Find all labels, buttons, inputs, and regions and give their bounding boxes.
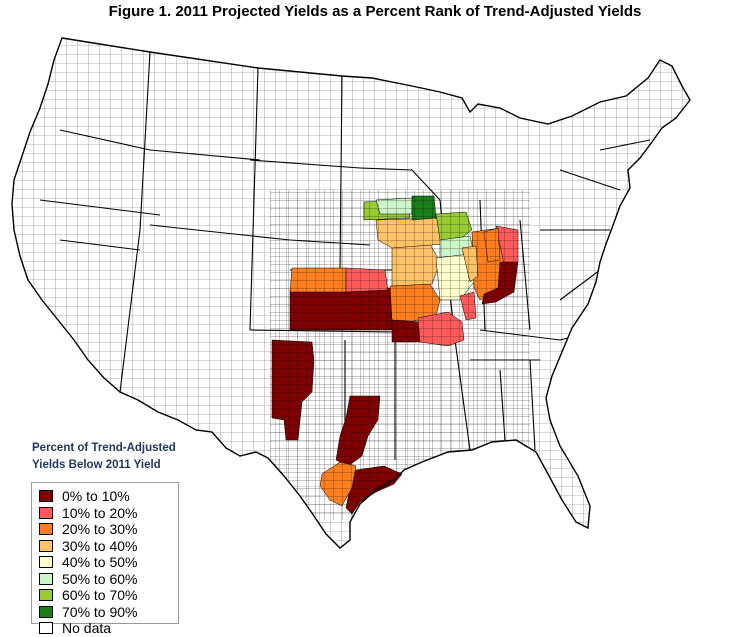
legend-swatch: [39, 539, 53, 552]
legend-heading-line1: Percent of Trend-Adjusted: [32, 442, 176, 454]
legend-swatch: [39, 523, 53, 536]
legend-item: 50% to 60%: [39, 571, 178, 588]
county-grid-overlay: [270, 190, 530, 520]
legend-swatch: [39, 506, 53, 519]
legend-label: 0% to 10%: [62, 488, 130, 505]
legend-swatch: [39, 490, 53, 503]
legend-item: 30% to 40%: [39, 538, 178, 555]
legend-label: 30% to 40%: [62, 537, 138, 554]
legend-label: 60% to 70%: [62, 587, 138, 604]
legend-heading: Percent of Trend-Adjusted Yields Below 2…: [32, 440, 176, 474]
legend-label: 40% to 50%: [62, 554, 138, 571]
legend-label: No data: [62, 620, 112, 637]
legend-item: 60% to 70%: [39, 587, 178, 604]
legend-item: 20% to 30%: [39, 521, 178, 538]
legend-item: 10% to 20%: [39, 505, 178, 522]
legend-swatch: [39, 622, 53, 635]
yield-rank-counties: [270, 190, 530, 520]
legend-item: No data: [39, 620, 178, 637]
legend-label: 70% to 90%: [62, 603, 138, 620]
legend-item: 70% to 90%: [39, 604, 178, 621]
legend-heading-line2: Yields Below 2011 Yield: [32, 459, 161, 471]
legend-label: 50% to 60%: [62, 570, 138, 587]
legend-item: 0% to 10%: [39, 488, 178, 505]
legend-swatch: [39, 589, 53, 602]
legend-swatch: [39, 572, 53, 585]
figure-title: Figure 1. 2011 Projected Yields as a Per…: [108, 3, 642, 20]
legend-item: 40% to 50%: [39, 554, 178, 571]
legend-label: 20% to 30%: [62, 521, 138, 538]
legend: 0% to 10% 10% to 20% 20% to 30% 30% to 40% 4…: [31, 482, 179, 636]
legend-swatch: [39, 556, 53, 569]
legend-label: 10% to 20%: [62, 504, 138, 521]
legend-swatch: [39, 605, 53, 618]
